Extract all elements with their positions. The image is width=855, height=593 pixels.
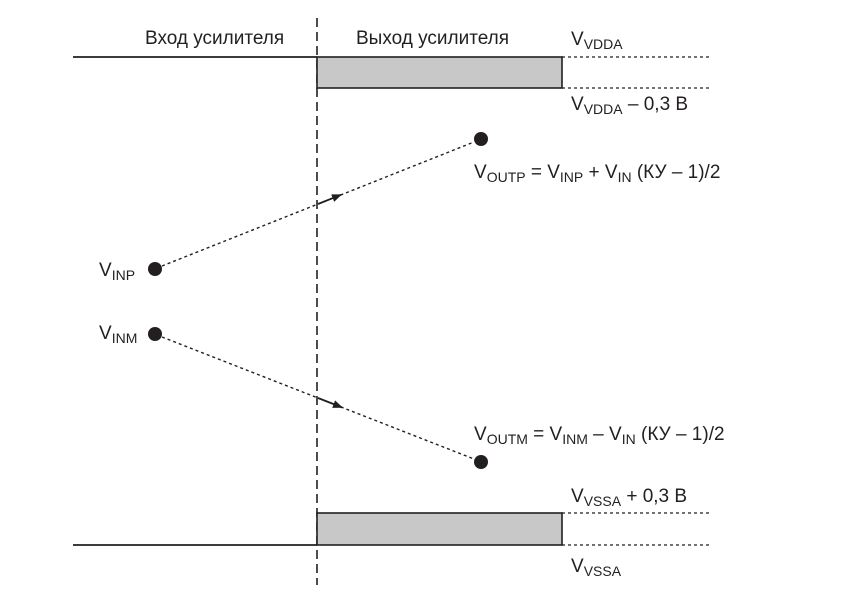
inm-to-outm-dotted-line	[161, 336, 475, 460]
vinp-label: VINP	[99, 260, 135, 283]
upper-output-band	[316, 56, 563, 89]
vinm-label: VINM	[99, 323, 137, 346]
outp-dot	[474, 132, 488, 146]
inp-to-outp-dotted-line	[161, 141, 475, 267]
vdda-minus-label: VVDDA – 0,3 В	[571, 94, 688, 117]
inp-dot	[148, 262, 162, 276]
outm-dot	[474, 455, 488, 469]
output-header: Выход усилителя	[356, 28, 509, 49]
inp-to-outp-arrow	[317, 193, 342, 205]
lower-output-band	[316, 512, 563, 546]
input-header: Вход усилителя	[145, 28, 284, 49]
vssa-label: VVSSA	[571, 556, 622, 579]
vssa-plus-label: VVSSA + 0,3 В	[571, 486, 687, 509]
outm-formula: VOUTM = VINM – VIN (КУ – 1)/2	[474, 424, 725, 447]
inm-to-outm-arrow	[317, 397, 343, 409]
vdda-label: VVDDA	[571, 29, 623, 52]
outp-formula: VOUTP = VINP + VIN (КУ – 1)/2	[474, 162, 720, 185]
inm-dot	[148, 327, 162, 341]
